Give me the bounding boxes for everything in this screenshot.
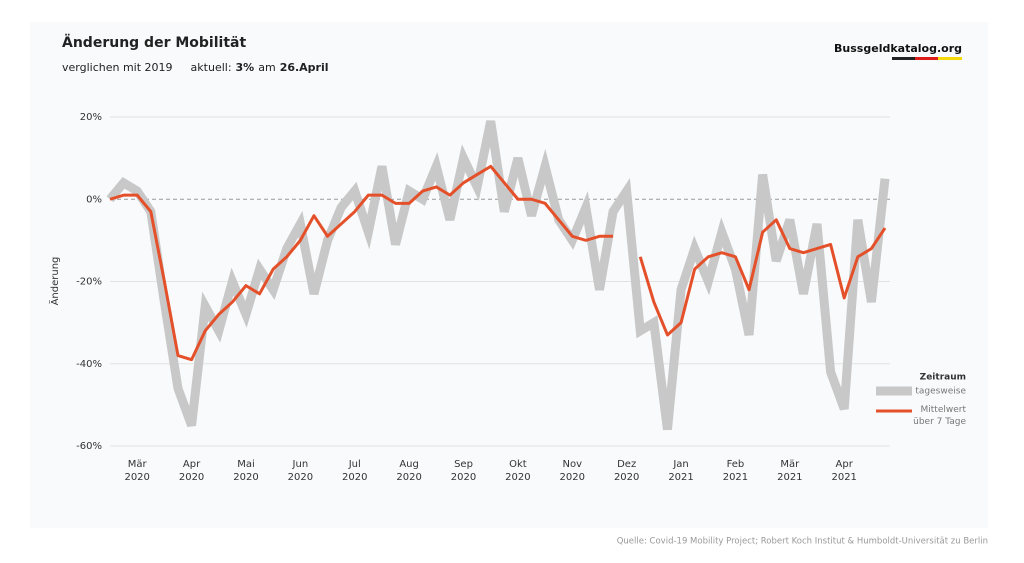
- brand: Bussgeldkatalog.org: [834, 42, 962, 55]
- x-tick-label: Mär 2021: [777, 459, 802, 483]
- series-line: [109, 164, 887, 362]
- chart-title: Änderung der Mobilität: [62, 34, 246, 51]
- current-value: 3%: [236, 61, 255, 74]
- subtitle: verglichen mit 2019 aktuell: 3% am 26.April: [62, 61, 329, 74]
- subtitle-text: verglichen mit 2019: [62, 61, 173, 74]
- flag-red: [915, 57, 938, 60]
- x-tick-label: Apr 2020: [179, 459, 204, 483]
- x-tick-label: Aug 2020: [396, 459, 421, 483]
- current-label: aktuell:: [191, 61, 232, 74]
- x-tick-label: Dez 2020: [614, 459, 639, 483]
- card: [30, 22, 988, 528]
- y-tick-label: -60%: [76, 441, 102, 452]
- x-tick-label: Sep 2020: [451, 459, 476, 483]
- legend-label: Mittelwert über 7 Tage: [913, 405, 966, 427]
- legend-label: tagesweise: [915, 387, 966, 397]
- source: Quelle: Covid-19 Mobility Project; Rober…: [617, 537, 988, 547]
- y-tick-label: -40%: [76, 359, 102, 370]
- y-axis-label: Änderung: [48, 257, 61, 306]
- y-tick-label: 0%: [86, 194, 102, 205]
- flag-black: [892, 57, 915, 60]
- y-tick-label: 20%: [80, 112, 102, 123]
- x-tick-label: Mai 2020: [233, 459, 258, 483]
- x-tick-label: Nov 2020: [560, 459, 585, 483]
- y-tick-label: -20%: [76, 277, 102, 288]
- x-tick-label: Apr 2021: [831, 459, 856, 483]
- x-tick-label: Okt 2020: [505, 459, 530, 483]
- x-tick-label: Jul 2020: [342, 459, 367, 483]
- flag-gold: [938, 57, 962, 60]
- current-on: am: [258, 61, 275, 74]
- x-tick-label: Feb 2021: [723, 459, 748, 483]
- legend-title: Zeitraum: [920, 373, 966, 383]
- x-tick-label: Jan 2021: [668, 459, 693, 483]
- current-date: 26.April: [280, 61, 329, 74]
- x-tick-label: Mär 2020: [124, 459, 149, 483]
- x-tick-label: Jun 2020: [288, 459, 313, 483]
